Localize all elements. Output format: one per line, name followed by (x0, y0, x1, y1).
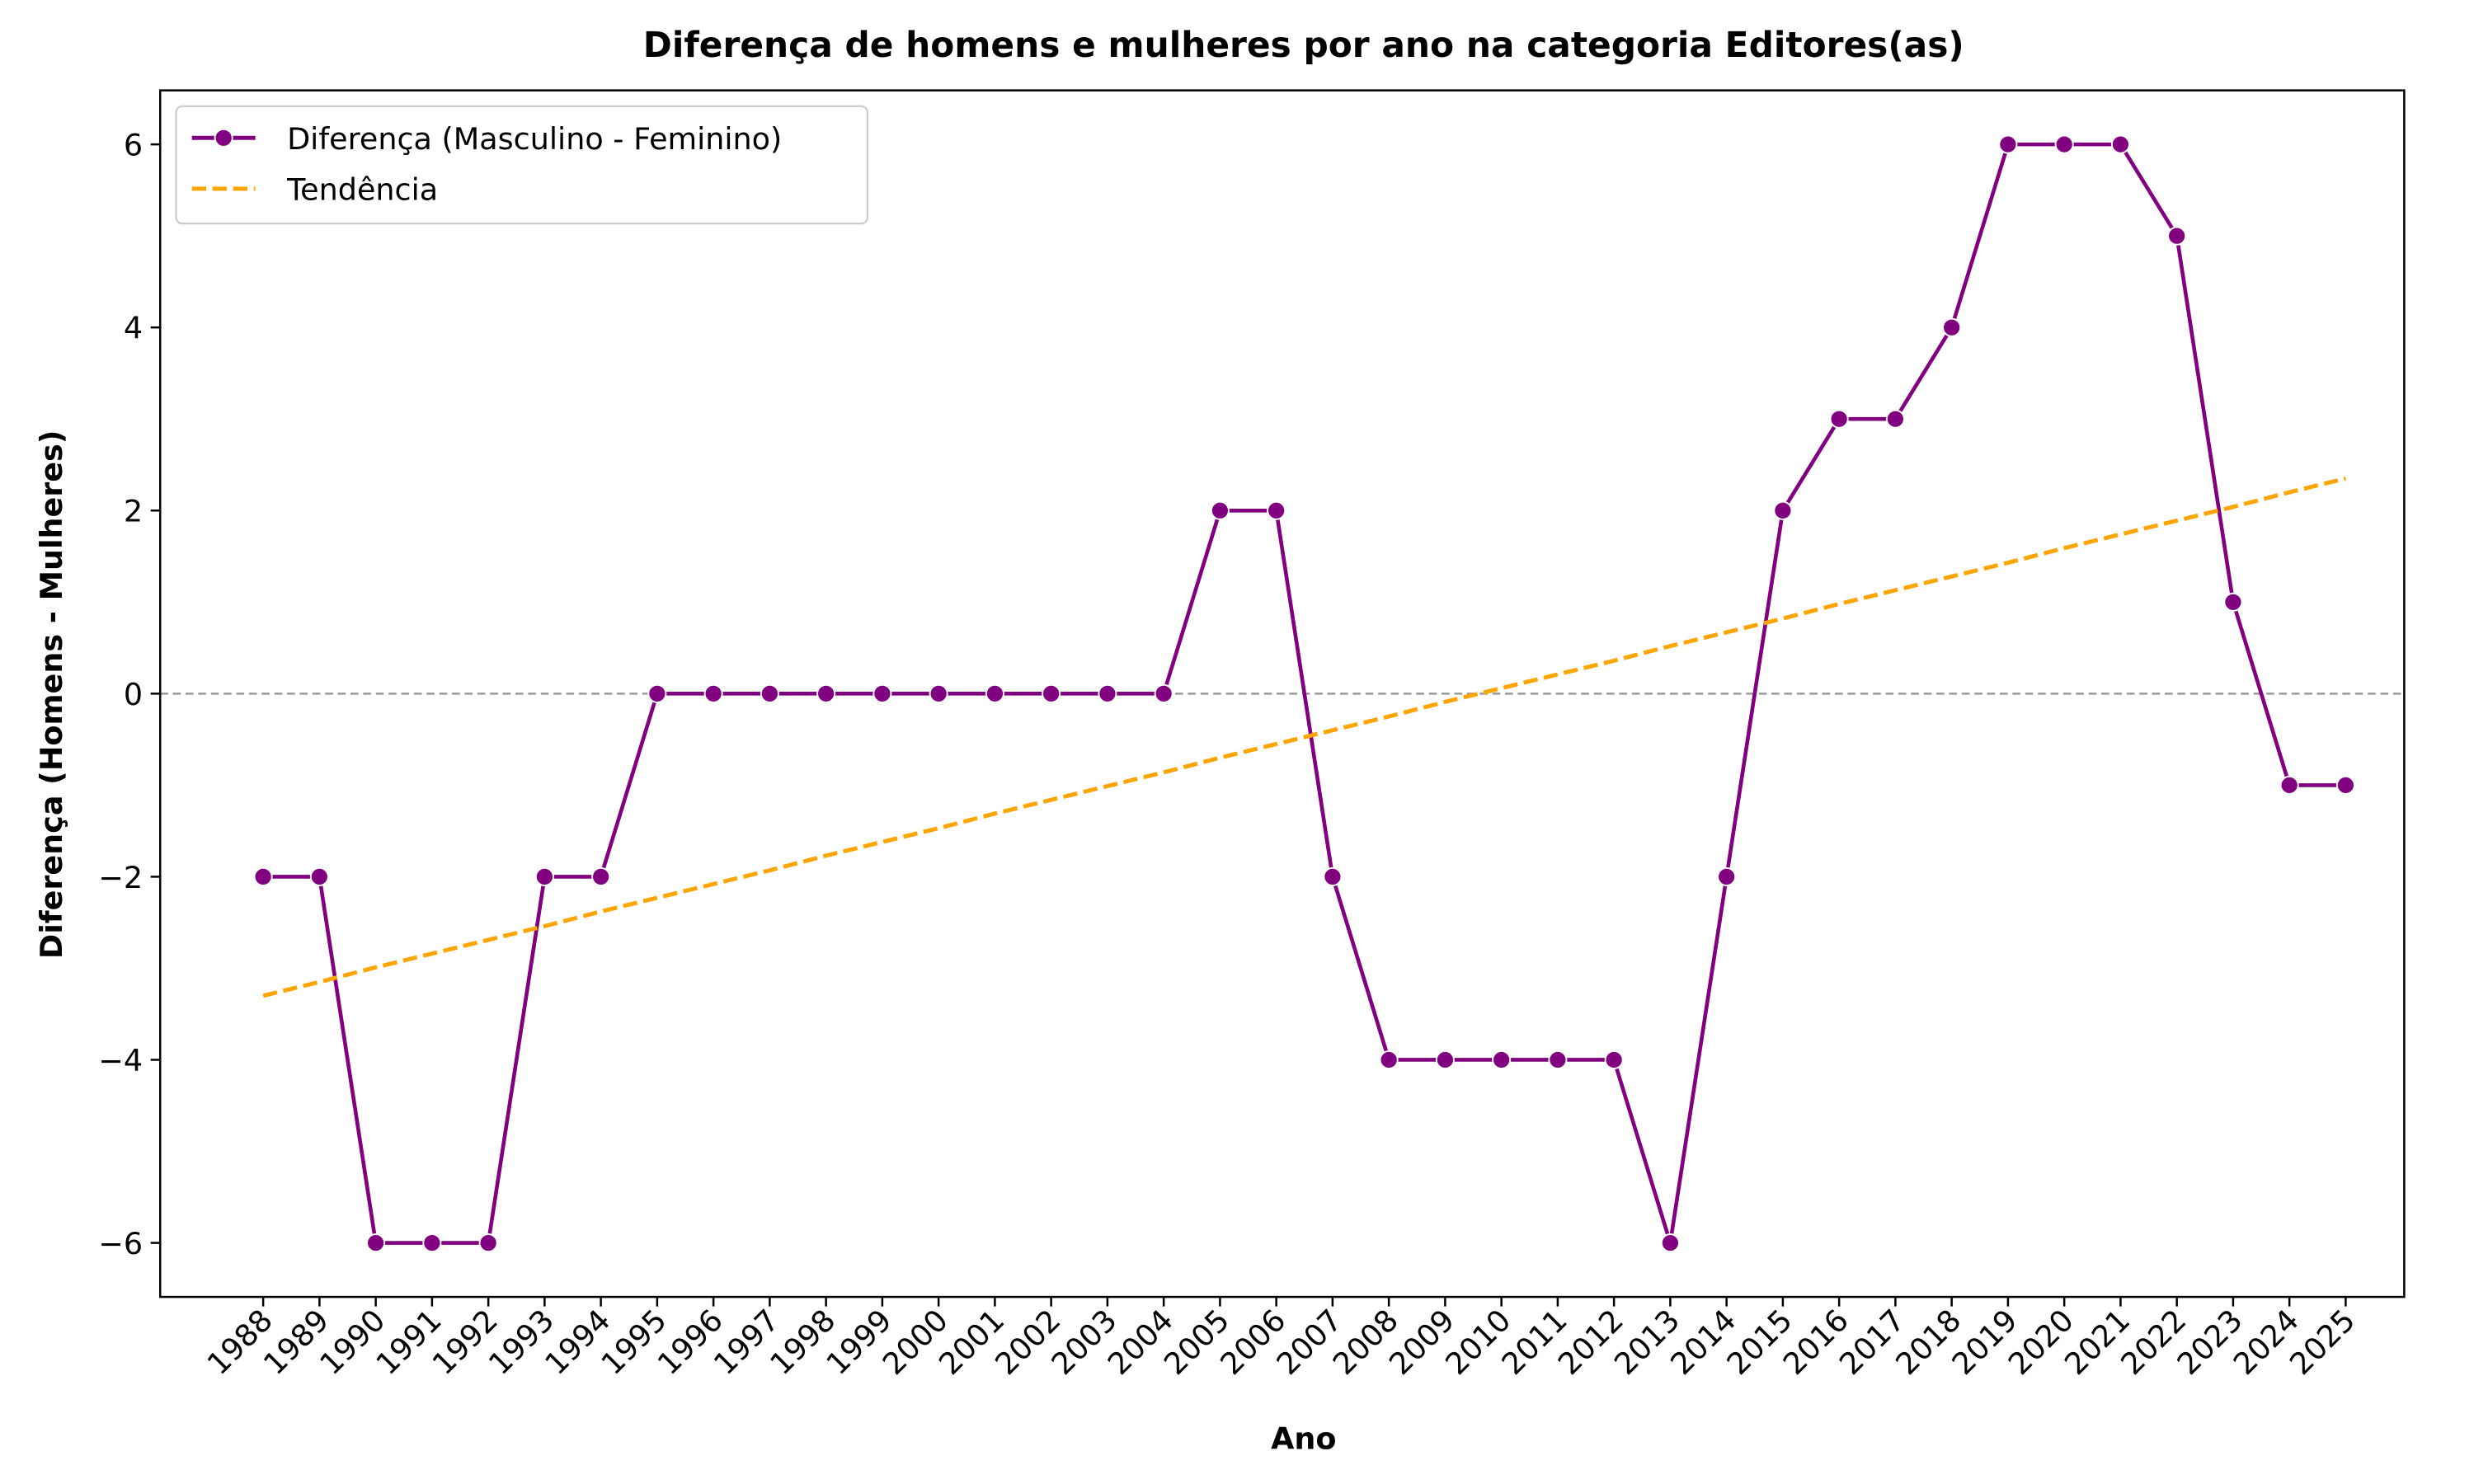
series-line (262, 476, 2346, 998)
data-point (1379, 1050, 1399, 1070)
y-tick-label: 6 (124, 128, 143, 163)
data-point (2054, 134, 2074, 154)
data-point (1098, 683, 1117, 703)
data-point (760, 683, 779, 703)
legend-box (175, 105, 869, 225)
legend-label: Diferença (Masculino - Feminino) (287, 121, 782, 157)
data-point (1492, 1050, 1512, 1070)
data-point (647, 683, 667, 703)
series-line (263, 142, 2346, 1245)
data-point (591, 866, 611, 886)
data-point (1717, 866, 1737, 886)
data-point (2110, 134, 2130, 154)
data-point (1435, 1050, 1455, 1070)
y-tick-label: −4 (98, 1043, 143, 1078)
y-tick-label: 2 (124, 494, 143, 529)
data-point (1829, 409, 1849, 429)
data-point (872, 683, 892, 703)
data-point (253, 866, 273, 886)
legend-label: Tendência (286, 171, 438, 207)
data-point (816, 683, 836, 703)
data-point (534, 866, 554, 886)
data-point (1323, 866, 1343, 886)
data-point (1773, 500, 1793, 520)
legend: Diferença (Masculino - Feminino) Tendênci… (175, 105, 869, 225)
data-point (929, 683, 948, 703)
y-tick-label: 0 (124, 677, 143, 712)
y-tick-label: 4 (124, 311, 143, 346)
data-point (1942, 317, 1962, 337)
y-tick-label: −6 (98, 1226, 143, 1261)
data-point (1885, 409, 1905, 429)
data-point (1998, 134, 2018, 154)
plot-frame (158, 89, 2406, 1298)
data-point (1604, 1050, 1624, 1070)
data-point (985, 683, 1004, 703)
legend-marker (214, 128, 233, 148)
data-point (2279, 775, 2299, 795)
chart-title: Diferença de homens e mulheres por ano n… (643, 25, 1964, 65)
data-point (422, 1233, 442, 1253)
x-axis-label: Ano (1271, 1421, 1336, 1457)
data-point (2223, 592, 2243, 612)
data-point (366, 1233, 386, 1253)
data-point (1267, 500, 1286, 520)
data-point (1042, 683, 1061, 703)
data-point (1210, 500, 1230, 520)
y-tick-label: −2 (98, 860, 143, 895)
y-axis-label: Diferença (Homens - Mulheres) (34, 430, 69, 960)
data-point (309, 866, 329, 886)
data-point (1154, 683, 1174, 703)
data-point (1548, 1050, 1568, 1070)
data-point (478, 1233, 498, 1253)
data-point (2335, 775, 2355, 795)
data-point (1660, 1233, 1680, 1253)
data-point (703, 683, 723, 703)
data-point (2167, 226, 2187, 246)
